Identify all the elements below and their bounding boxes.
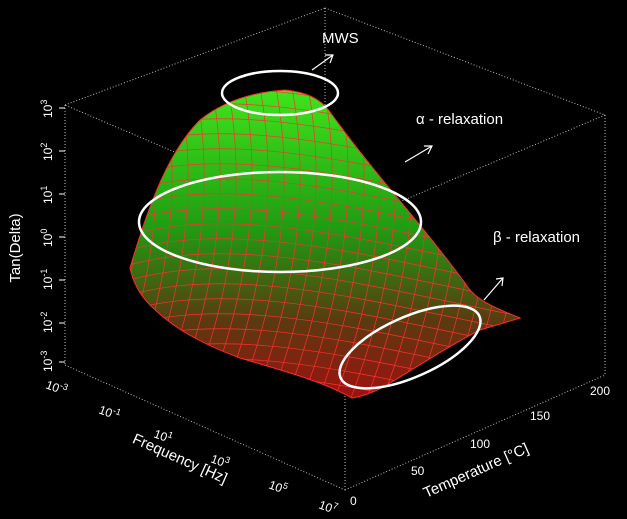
annotation-mws: MWS — [322, 30, 359, 47]
annotation-beta-relaxation: β - relaxation — [493, 229, 580, 246]
annotation-ellipses — [137, 69, 482, 390]
y-tick-label: 0 — [350, 494, 357, 508]
x-tick-label-base: 10 — [44, 378, 62, 396]
x-tick-label-base: 10 — [97, 403, 115, 421]
beta-relaxation-ellipse — [338, 304, 482, 390]
z-tick-label-exponent: -3 — [39, 351, 49, 359]
x-tick-label-exponent: 3 — [224, 454, 232, 465]
z-tick-label-exponent: 3 — [39, 100, 49, 105]
x-tick-label: 101 — [152, 425, 175, 446]
z-tick-label-exponent: 2 — [39, 143, 49, 148]
x-tick-label-exponent: 7 — [332, 500, 340, 511]
mws-ellipse — [220, 69, 340, 117]
mesh-line — [70, 60, 124, 420]
mesh-line — [130, 268, 520, 321]
mws-arrow — [311, 54, 334, 71]
z-tick-label: 10-1 — [39, 269, 55, 290]
y-tick-label: 150 — [530, 409, 550, 423]
z-tick-label-base: 10 — [41, 358, 55, 372]
alpha-arrow — [404, 145, 433, 163]
mesh-line — [130, 90, 141, 398]
z-tick-label-exponent: -1 — [39, 269, 49, 277]
x-tick-label: 105 — [267, 476, 290, 497]
mesh-line — [130, 283, 520, 336]
z-axis-title: Tan(Delta) — [7, 213, 24, 282]
z-tick-label: 10-3 — [39, 351, 55, 372]
z-tick-label-base: 10 — [41, 104, 55, 118]
z-tick-label: 102 — [39, 143, 55, 161]
z-tick-label-base: 10 — [41, 233, 55, 247]
x-tick-label-exponent: -3 — [59, 380, 70, 392]
x-tick-label-base: 10 — [267, 478, 285, 496]
y-tick-label: 100 — [470, 437, 490, 451]
z-tick-label: 103 — [39, 100, 55, 118]
x-tick-label-exponent: 5 — [282, 480, 290, 491]
annotation-arrows — [311, 54, 504, 301]
x-tick-label-base: 10 — [209, 452, 227, 470]
x-tick-label: 107 — [317, 496, 340, 517]
z-tick-label-base: 10 — [41, 276, 55, 290]
beta-arrow — [483, 277, 504, 301]
x-tick-label: 10-1 — [97, 401, 123, 423]
z-tick-label-exponent: 1 — [39, 186, 49, 191]
alpha-relaxation-ellipse — [137, 170, 423, 274]
z-tick-label: 100 — [39, 229, 55, 247]
x-tick-label-base: 10 — [152, 427, 170, 445]
z-tick-label-base: 10 — [41, 190, 55, 204]
x-tick-label-exponent: -1 — [112, 405, 123, 417]
x-tick-label: 10-3 — [44, 376, 70, 398]
z-tick-label-exponent: 0 — [39, 229, 49, 234]
z-tick-label-exponent: -2 — [39, 312, 49, 320]
surface-body — [129, 89, 522, 399]
z-tick-label: 101 — [39, 186, 55, 204]
z-tick-label: 10-2 — [39, 312, 55, 333]
x-tick-label-exponent: 1 — [167, 429, 175, 440]
z-tick-marks — [59, 107, 65, 363]
y-tick-labels: 0 50 100 150 200 — [350, 384, 610, 508]
x-tick-label: 103 — [209, 450, 232, 471]
y-tick-label: 200 — [590, 384, 610, 398]
annotation-alpha-relaxation: α - relaxation — [416, 111, 503, 128]
y-tick-label: 50 — [411, 464, 425, 478]
z-tick-label-base: 10 — [41, 147, 55, 161]
z-tick-label-base: 10 — [41, 319, 55, 333]
x-tick-label-base: 10 — [317, 498, 335, 516]
